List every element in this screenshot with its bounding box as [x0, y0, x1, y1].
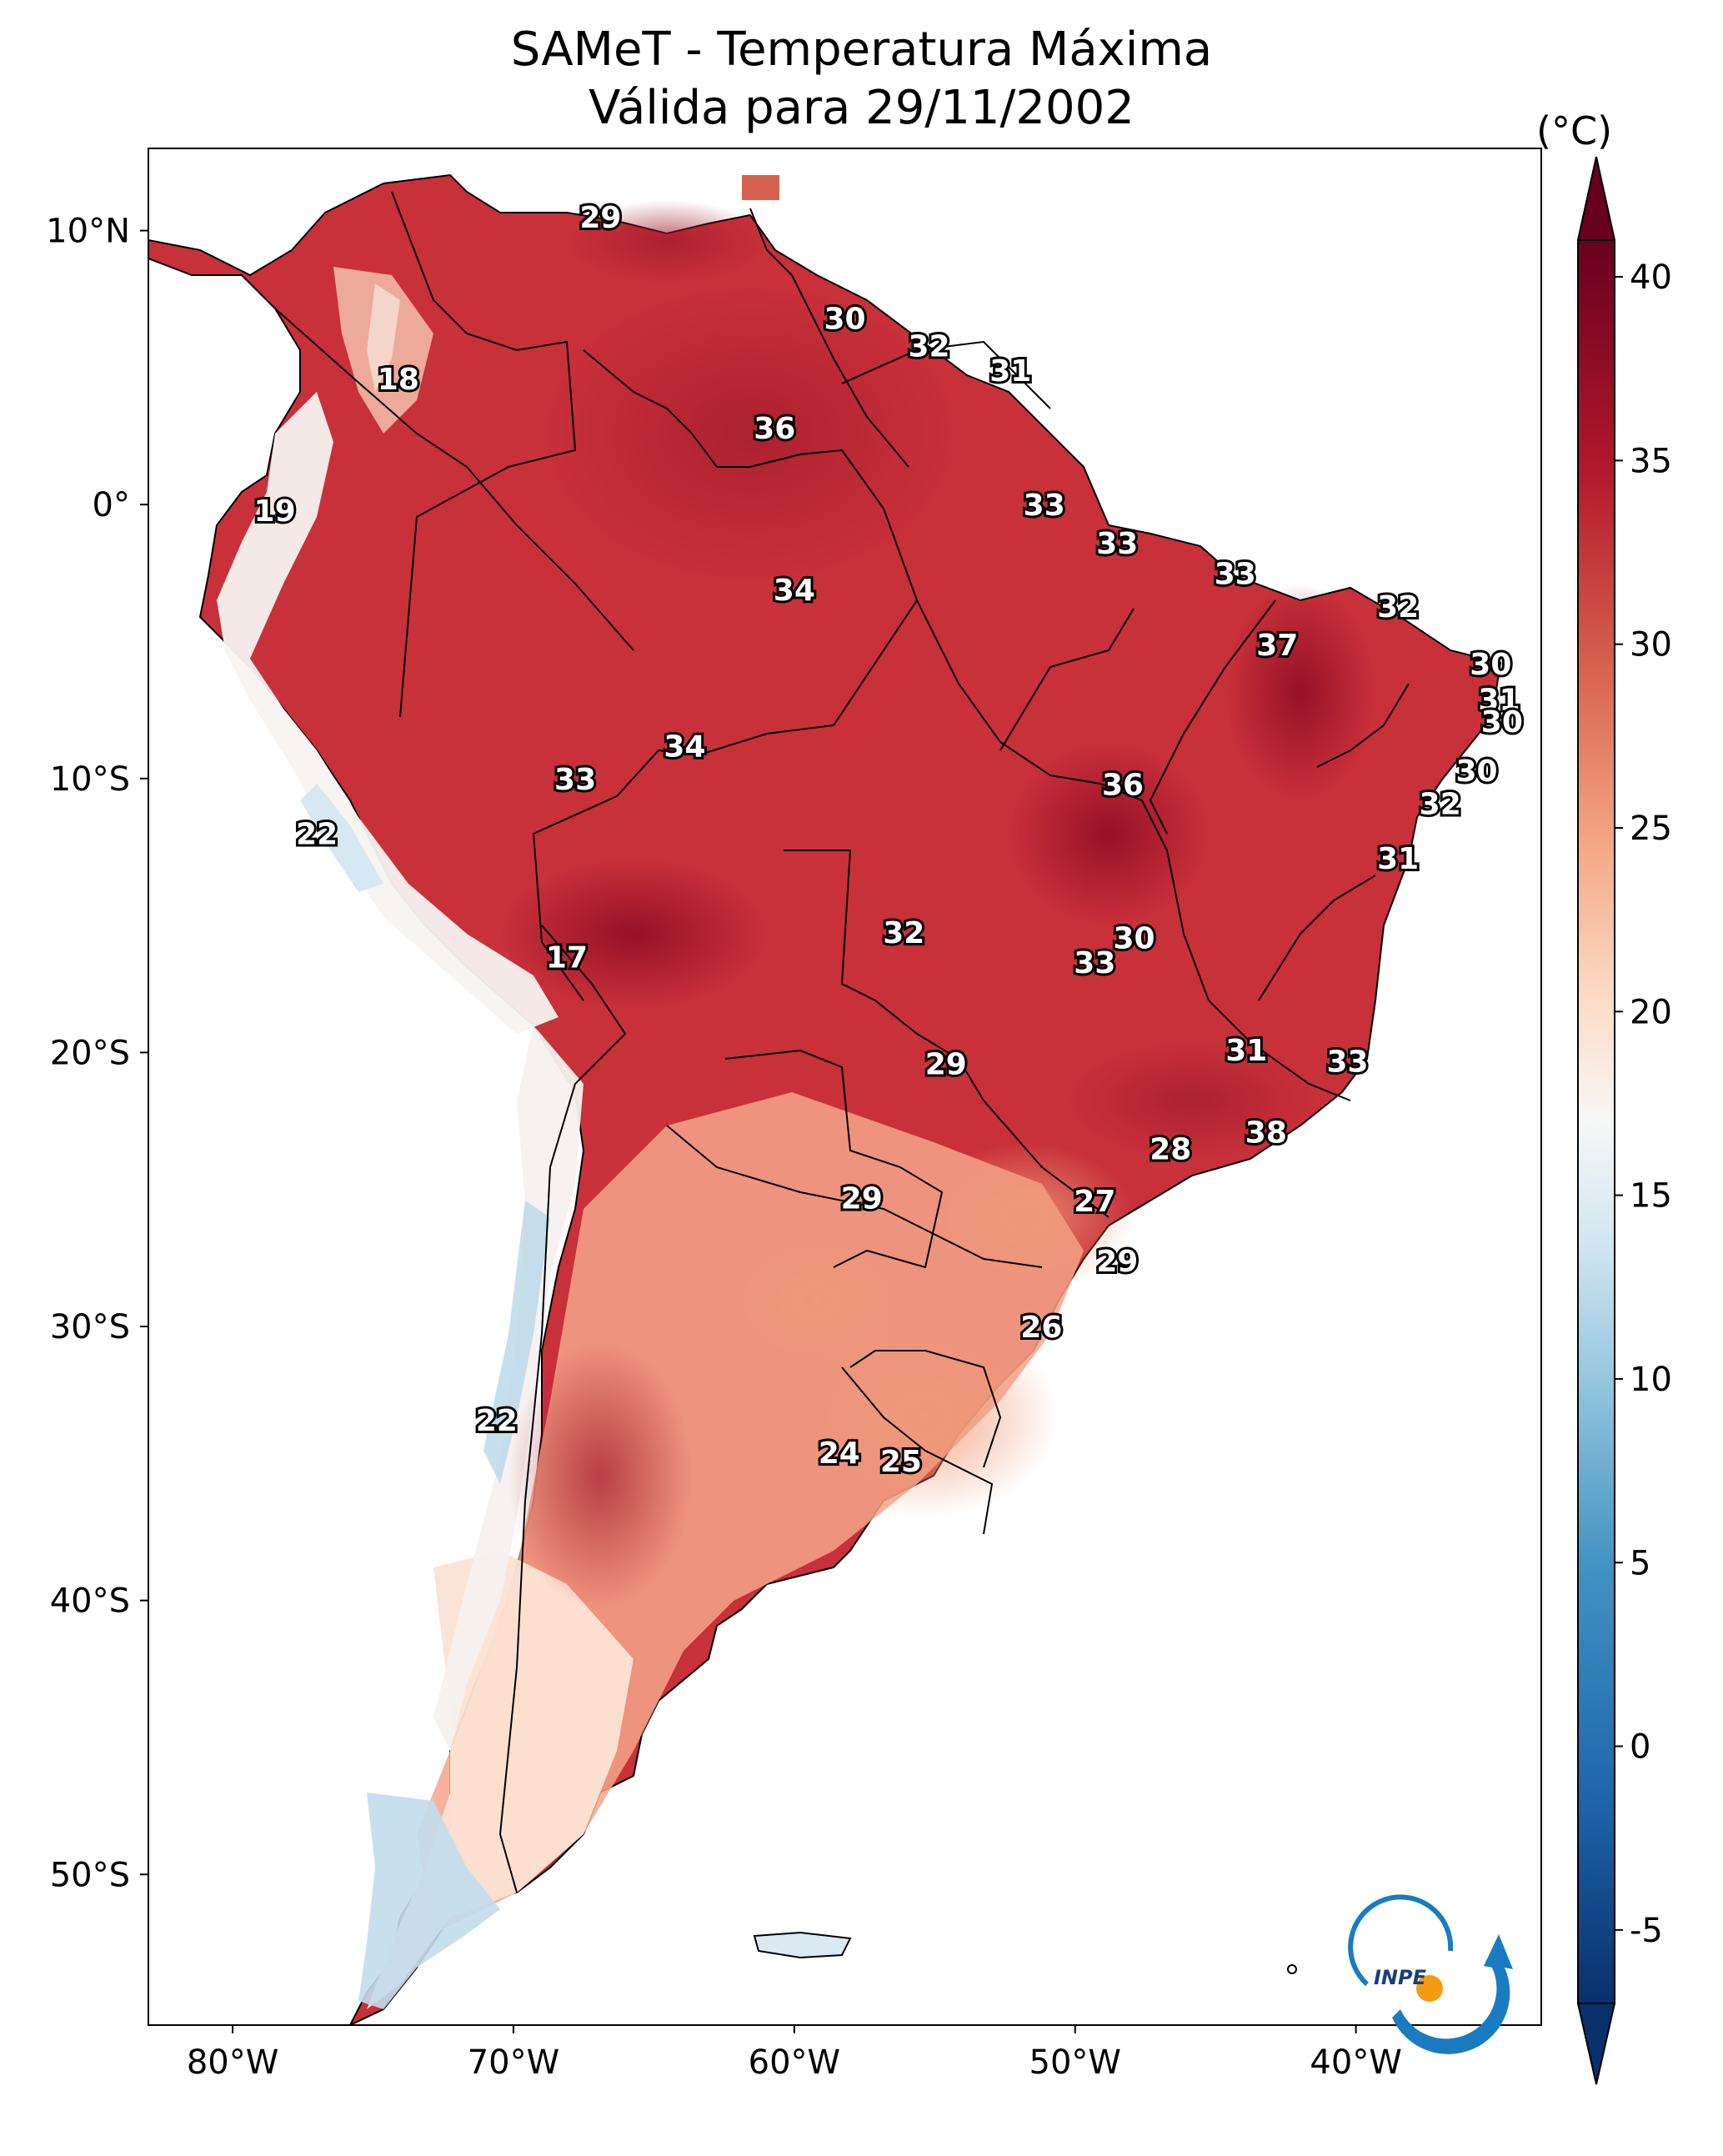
city-temp-label: 30	[1481, 705, 1523, 740]
colorbar-tick-label: 35	[1630, 442, 1672, 480]
city-temp-label: 30	[1113, 921, 1155, 955]
city-temp-label: 33	[554, 763, 596, 797]
lat-tick-label: 0°	[93, 486, 130, 524]
colorbar-gradient	[1577, 239, 1615, 2004]
country-borders	[274, 191, 1410, 1893]
city-temp-label: 18	[378, 363, 419, 397]
city-temp-label: 36	[1102, 768, 1144, 802]
logo-wordmark: INPE	[1374, 1966, 1427, 1989]
colorbar-min-extension	[1576, 2003, 1616, 2085]
city-temp-label: 34	[664, 730, 705, 764]
lon-tick-label: 70°W	[468, 2043, 559, 2082]
colorbar-max-extension	[1576, 156, 1616, 241]
lon-tick-label: 60°W	[749, 2043, 840, 2082]
city-temp-label: 29	[925, 1048, 967, 1082]
city-temp-label: 29	[1096, 1245, 1138, 1279]
city-temp-label: 33	[1074, 946, 1115, 980]
islands	[742, 175, 1297, 1974]
longitude-axis: 80°W 70°W 60°W 50°W 40°W	[187, 2025, 1402, 2082]
lat-tick-label: 20°S	[50, 1034, 130, 1072]
logo-arrow-icon	[1392, 1934, 1513, 2054]
lat-tick-label: 50°S	[50, 1856, 130, 1894]
lon-tick-label: 80°W	[187, 2043, 278, 2082]
plot-frame	[148, 148, 1542, 2026]
lon-tick-label: 40°W	[1310, 2043, 1401, 2082]
city-temp-label: 32	[1377, 590, 1419, 624]
colorbar-tick-label: 25	[1630, 810, 1672, 848]
colorbar-unit: (°C)	[1536, 108, 1613, 153]
city-temp-label: 37	[1256, 629, 1298, 663]
colorbar-tick-label: 20	[1630, 993, 1672, 1031]
city-temp-label: 19	[254, 494, 296, 529]
lon-tick-label: 50°W	[1029, 2043, 1121, 2082]
colorbar-tick-label: 0	[1630, 1728, 1650, 1767]
city-temp-label: 29	[579, 201, 621, 235]
city-temp-label: 17	[546, 940, 588, 975]
city-temp-label: 33	[1096, 527, 1138, 561]
colorbar: 40 35 30 25 20 15 10 5 0 -5	[1576, 156, 1672, 2085]
colorbar-tick-label: 15	[1630, 1177, 1672, 1216]
lat-tick-label: 40°S	[50, 1582, 130, 1621]
latitude-axis: 10°N 0° 10°S 20°S 30°S 40°S 50°S	[46, 213, 148, 1894]
city-temp-label: 33	[1326, 1045, 1368, 1079]
chart-subtitle: Válida para 29/11/2002	[589, 81, 1134, 135]
city-temp-label: 31	[1478, 684, 1520, 718]
city-temp-label: 30	[824, 303, 865, 337]
chart-title: SAMeT - Temperatura Máxima	[510, 23, 1213, 77]
city-temp-label: 31	[989, 354, 1031, 389]
city-temp-label: 33	[1215, 557, 1256, 591]
colorbar-tick-label: 30	[1630, 626, 1672, 664]
city-temp-label: 22	[476, 1404, 518, 1438]
city-temp-label: 28	[1150, 1132, 1191, 1166]
lat-tick-label: 10°S	[50, 760, 130, 799]
city-temp-label: 26	[1020, 1311, 1062, 1345]
inpe-logo: INPE	[1348, 1894, 1513, 2054]
lat-tick-label: 10°N	[46, 213, 130, 251]
colorbar-tick-label: 5	[1630, 1544, 1650, 1582]
city-temp-label: 29	[841, 1182, 883, 1216]
city-temp-label: 36	[754, 412, 795, 446]
city-temp-label: 32	[883, 916, 924, 950]
logo-arc-icon	[1348, 1894, 1454, 1987]
city-temp-label: 34	[774, 574, 815, 608]
logo-sun-icon	[1416, 1975, 1443, 2002]
city-temp-label: 30	[1455, 755, 1497, 789]
city-temp-label: 25	[880, 1445, 922, 1479]
colorbar-tick-label: 40	[1630, 258, 1672, 297]
colorbar-ticks: 40 35 30 25 20 15 10 5 0 -5	[1615, 258, 1672, 1950]
lat-tick-label: 30°S	[50, 1308, 130, 1346]
city-temp-label: 27	[1074, 1185, 1115, 1219]
city-temp-label: 38	[1245, 1116, 1287, 1151]
city-temp-label: 31	[1377, 842, 1419, 876]
city-temp-label: 33	[1024, 489, 1065, 523]
city-temp-label: 30	[1470, 648, 1511, 682]
city-temp-label: 32	[909, 330, 950, 364]
colorbar-tick-label: -5	[1630, 1912, 1663, 1950]
city-temp-label: 31	[1225, 1034, 1267, 1068]
colorbar-tick-label: 10	[1630, 1361, 1672, 1399]
city-temp-label: 22	[296, 818, 338, 852]
city-temp-label: 24	[819, 1436, 860, 1471]
temperature-shading	[217, 200, 1375, 2009]
city-temp-label: 32	[1420, 787, 1461, 821]
